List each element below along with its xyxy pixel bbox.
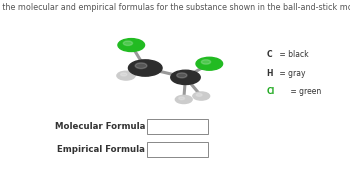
Circle shape xyxy=(123,41,133,46)
Circle shape xyxy=(196,94,202,96)
Text: Empirical Formula: Empirical Formula xyxy=(57,145,145,154)
Text: Molecular Formula: Molecular Formula xyxy=(55,122,145,131)
Circle shape xyxy=(175,95,192,104)
Text: = green: = green xyxy=(288,87,321,96)
Circle shape xyxy=(193,92,210,100)
Circle shape xyxy=(135,63,147,69)
Text: Determine the molecular and empirical formulas for the substance shown in the ba: Determine the molecular and empirical fo… xyxy=(0,3,350,12)
Circle shape xyxy=(177,73,187,78)
Circle shape xyxy=(171,70,200,84)
Circle shape xyxy=(196,57,223,70)
Circle shape xyxy=(201,60,211,64)
Text: Cl: Cl xyxy=(267,87,275,96)
Circle shape xyxy=(120,73,127,76)
Bar xyxy=(147,142,208,157)
Bar xyxy=(147,119,208,134)
Circle shape xyxy=(128,60,162,76)
Text: = black: = black xyxy=(277,50,309,59)
Text: H: H xyxy=(267,69,273,78)
Circle shape xyxy=(117,71,135,80)
Circle shape xyxy=(179,97,184,100)
Text: = gray: = gray xyxy=(277,69,306,78)
Circle shape xyxy=(118,39,145,52)
Text: C: C xyxy=(267,50,272,59)
